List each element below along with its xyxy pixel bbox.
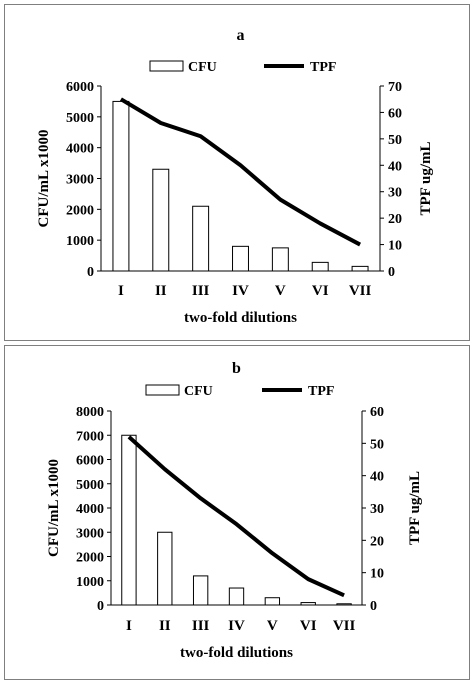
y-tick-label: 6000 <box>76 454 104 469</box>
x-tick-label: I <box>126 618 132 634</box>
y2-tick-label: 60 <box>370 405 384 420</box>
bar-cfu-IV <box>228 587 245 606</box>
legend-label-cfu: CFU <box>188 60 217 75</box>
x-tick-label: VII <box>333 618 356 634</box>
x-axis-label: two-fold dilutions <box>184 310 297 326</box>
x-tick-label: II <box>155 283 167 299</box>
y2-tick-label: 60 <box>388 106 402 121</box>
y-tick-label: 0 <box>97 599 104 614</box>
x-tick-label: VI <box>300 618 317 634</box>
legend-label-tpf: TPF <box>310 60 336 75</box>
y2-axis-label: TPF ug/mL <box>407 471 423 545</box>
chart-a: a CFU TPF 0 1000 2000 3000 4000 5000 6000 0 10 20 30 4… <box>36 27 434 326</box>
bar-cfu-I <box>112 100 130 272</box>
y2-tick-label: 10 <box>370 567 384 582</box>
y2-tick-label: 0 <box>370 599 377 614</box>
y-axis-label: CFU/mL x1000 <box>46 459 62 557</box>
bar-cfu-III <box>192 575 209 606</box>
legend-swatch-cfu <box>145 384 180 396</box>
x-tick-label: IV <box>228 618 245 634</box>
y2-tick-label: 40 <box>388 159 402 174</box>
x-tick-label: III <box>192 618 210 634</box>
bar-cfu-IV <box>232 245 249 272</box>
legend-label-cfu: CFU <box>184 384 213 399</box>
y-tick-label: 2000 <box>66 203 94 218</box>
x-tick-label: VII <box>349 283 372 299</box>
y2-tick-label: 10 <box>388 239 402 254</box>
y2-tick-label: 20 <box>388 212 402 227</box>
y-tick-label: 3000 <box>76 526 104 541</box>
y-tick-label: 3000 <box>66 173 94 188</box>
y-tick-label: 1000 <box>76 575 104 590</box>
bar-cfu-VI <box>300 602 316 606</box>
y2-axis-label: TPF ug/mL <box>418 141 434 215</box>
chart-panel-b <box>4 345 470 680</box>
y2-tick-label: 0 <box>388 265 395 280</box>
y-tick-label: 5000 <box>76 478 104 493</box>
y-tick-label: 8000 <box>76 405 104 420</box>
y2-tick-label: 40 <box>370 470 384 485</box>
y-tick-label: 1000 <box>66 234 94 249</box>
legend-label-tpf: TPF <box>308 384 334 399</box>
bar-cfu-II <box>152 168 170 272</box>
panel-letter: b <box>232 360 241 377</box>
legend-swatch-cfu <box>149 60 184 72</box>
y2-tick-label: 20 <box>370 534 384 549</box>
y-tick-label: 2000 <box>76 551 104 566</box>
bar-cfu-V <box>271 247 289 272</box>
x-tick-label: V <box>275 283 286 299</box>
y2-tick-label: 50 <box>388 133 402 148</box>
y2-tick-label: 50 <box>370 437 384 452</box>
y-tick-label: 6000 <box>66 80 94 95</box>
bar-cfu-VI <box>311 261 329 272</box>
x-tick-label: IV <box>232 283 249 299</box>
x-axis-label: two-fold dilutions <box>180 645 293 661</box>
bar-cfu-I <box>121 434 137 606</box>
bar-cfu-VII <box>351 265 369 272</box>
y-tick-label: 7000 <box>76 429 104 444</box>
chart-b: b CFU TPF 0 1000 2000 3000 4000 5000 6000 7000 8000… <box>46 360 423 661</box>
bar-cfu-VII <box>336 603 352 606</box>
y2-tick-label: 30 <box>370 502 384 517</box>
x-tick-label: V <box>267 618 278 634</box>
y-tick-label: 4000 <box>76 502 104 517</box>
bar-cfu-V <box>264 597 281 606</box>
y2-tick-label: 30 <box>388 186 402 201</box>
y-tick-label: 4000 <box>66 142 94 157</box>
bar-cfu-II <box>157 531 173 606</box>
y-tick-label: 0 <box>87 265 94 280</box>
chart-panel-a <box>4 4 470 341</box>
x-tick-label: VI <box>312 283 329 299</box>
y2-tick-label: 70 <box>388 80 402 95</box>
x-tick-label: II <box>159 618 171 634</box>
y-axis-label: CFU/mL x1000 <box>36 130 52 228</box>
panel-letter: a <box>237 27 245 44</box>
x-tick-label: III <box>192 283 210 299</box>
y-tick-label: 5000 <box>66 111 94 126</box>
x-tick-label: I <box>118 283 124 299</box>
bar-cfu-III <box>192 205 210 272</box>
